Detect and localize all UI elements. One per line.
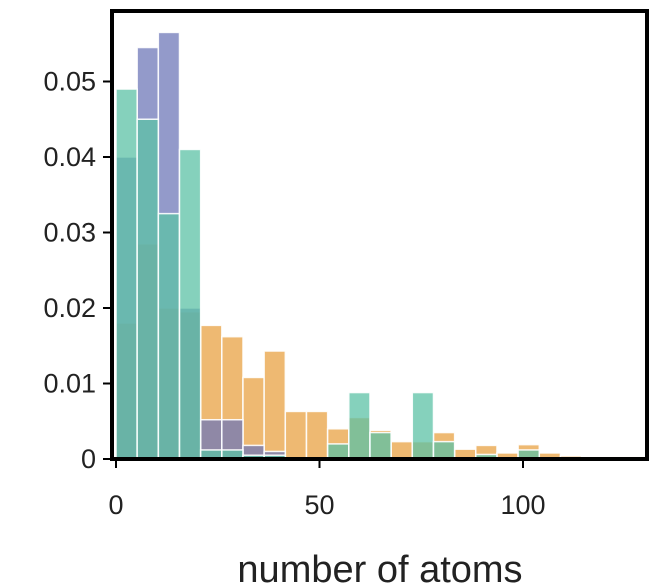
bar-series1-bin8 <box>263 350 287 460</box>
bar-series3-bin3 <box>157 212 181 460</box>
bars-layer <box>115 31 646 460</box>
bar-series3-bin15 <box>411 391 435 460</box>
y-tick-label: 0.03 <box>43 218 96 248</box>
y-tick-label: 0.02 <box>43 293 96 323</box>
y-tick-label: 0 <box>81 444 96 474</box>
bar-series3-bin11 <box>326 443 350 460</box>
bar-series1-bin10 <box>305 410 329 460</box>
y-tick-label: 0.01 <box>43 369 96 399</box>
plot-frame <box>110 9 649 461</box>
y-tick-label: 0.05 <box>43 67 96 97</box>
bar-series1-bin9 <box>284 410 308 460</box>
bar-series3-bin2 <box>136 118 160 460</box>
x-tick-label: 100 <box>500 490 545 520</box>
axes-layer: 0 0.01 0.02 0.03 0.04 0.05 0 50 100 <box>43 9 649 520</box>
bar-series3-bin4 <box>178 148 202 460</box>
bar-series3-bin12 <box>348 391 371 460</box>
bar-series3-bin1 <box>115 88 138 460</box>
bar-series1-bin14 <box>390 440 414 460</box>
y-tick-label: 0.04 <box>43 142 96 172</box>
bar-series3-bin13 <box>369 431 392 460</box>
bar-series3-bin16 <box>432 440 456 460</box>
x-axis-label: number of atoms <box>237 549 522 587</box>
x-tick-label: 0 <box>108 490 123 520</box>
x-tick-label: 50 <box>304 490 334 520</box>
